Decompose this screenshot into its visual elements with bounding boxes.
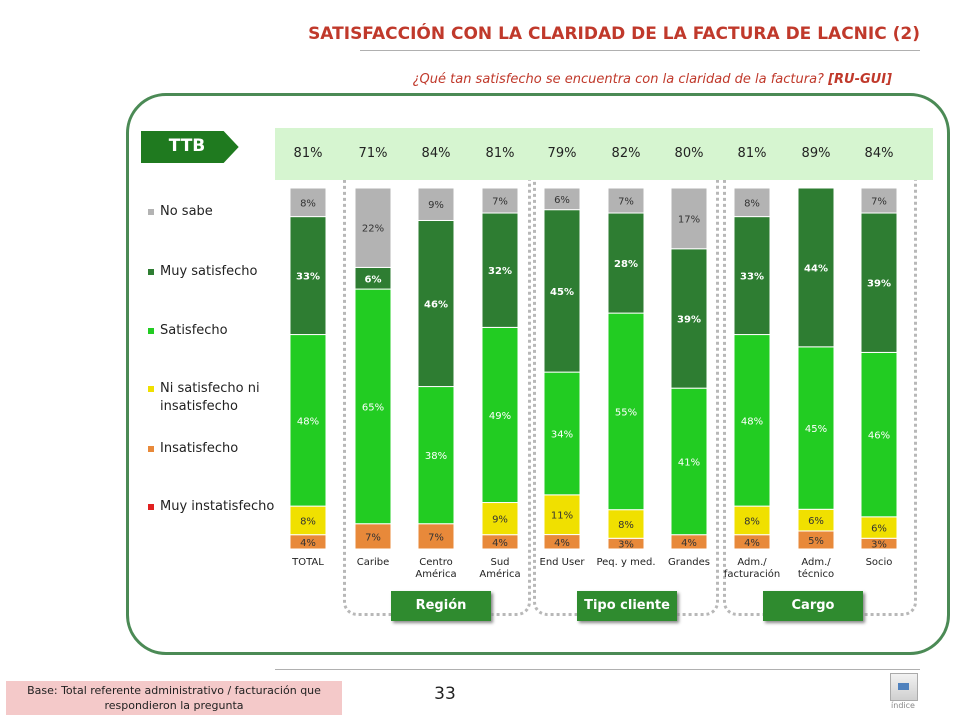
category-label: Caribe [356,557,390,568]
ttb-strip [275,128,933,180]
ttb-value: 79% [547,146,577,161]
question-text: ¿Qué tan satisfecho se encuentra con la … [412,72,824,87]
legend-swatch [148,446,154,452]
group-label-cargo: Cargo [763,591,863,621]
ttb-value: 81% [293,146,323,161]
legend-label: Insatisfecho [160,441,239,456]
survey-question: ¿Qué tan satisfecho se encuentra con la … [300,72,892,87]
legend-label: No sabe [160,204,213,219]
legend-label: Muy instatisfecho [160,499,275,514]
ttb-value: 80% [674,146,704,161]
category-label: Centro América [415,557,457,580]
legend-swatch [148,269,154,275]
group-label-tipo-cliente: Tipo cliente [577,591,677,621]
legend-swatch [148,386,154,392]
legend-swatch [148,328,154,334]
category-label: Adm./ facturación [723,557,781,580]
ttb-value: 84% [421,146,451,161]
group-box-cargo [723,128,917,616]
category-label: Peq. y med. [596,557,656,568]
legend-label: Muy satisfecho [160,264,258,279]
legend-swatch [148,209,154,215]
ttb-value: 89% [801,146,831,161]
category-label: Sud América [479,557,521,580]
group-box-region [343,128,531,616]
category-label: Adm./ técnico [797,557,835,580]
group-label-region: Región [391,591,491,621]
category-label: TOTAL [292,557,324,568]
category-label: Grandes [667,557,711,568]
page-number: 33 [434,684,456,704]
legend-swatch [148,504,154,510]
ttb-value: 81% [737,146,767,161]
ttb-value: 81% [485,146,515,161]
category-label: End User [539,557,585,568]
ttb-arrow-badge [140,130,240,164]
question-tag: [RU-GUI] [828,72,892,87]
ttb-value: 71% [358,146,388,161]
ttb-label: TTB [168,136,206,156]
legend-label: Satisfecho [160,323,228,338]
page-title: SATISFACCIÓN CON LA CLARIDAD DE LA FACTU… [308,24,920,44]
index-link[interactable]: índice [891,701,915,710]
title-divider [360,50,920,51]
footer-divider [275,669,920,670]
ttb-value: 84% [864,146,894,161]
category-label: Socio [865,557,893,568]
ttb-value: 82% [611,146,641,161]
legend-label: Ni satisfecho ni insatisfecho [160,381,260,414]
index-icon[interactable] [890,673,918,701]
base-note: Base: Total referente administrativo / f… [6,681,342,715]
group-box-tipo-cliente [533,128,719,616]
